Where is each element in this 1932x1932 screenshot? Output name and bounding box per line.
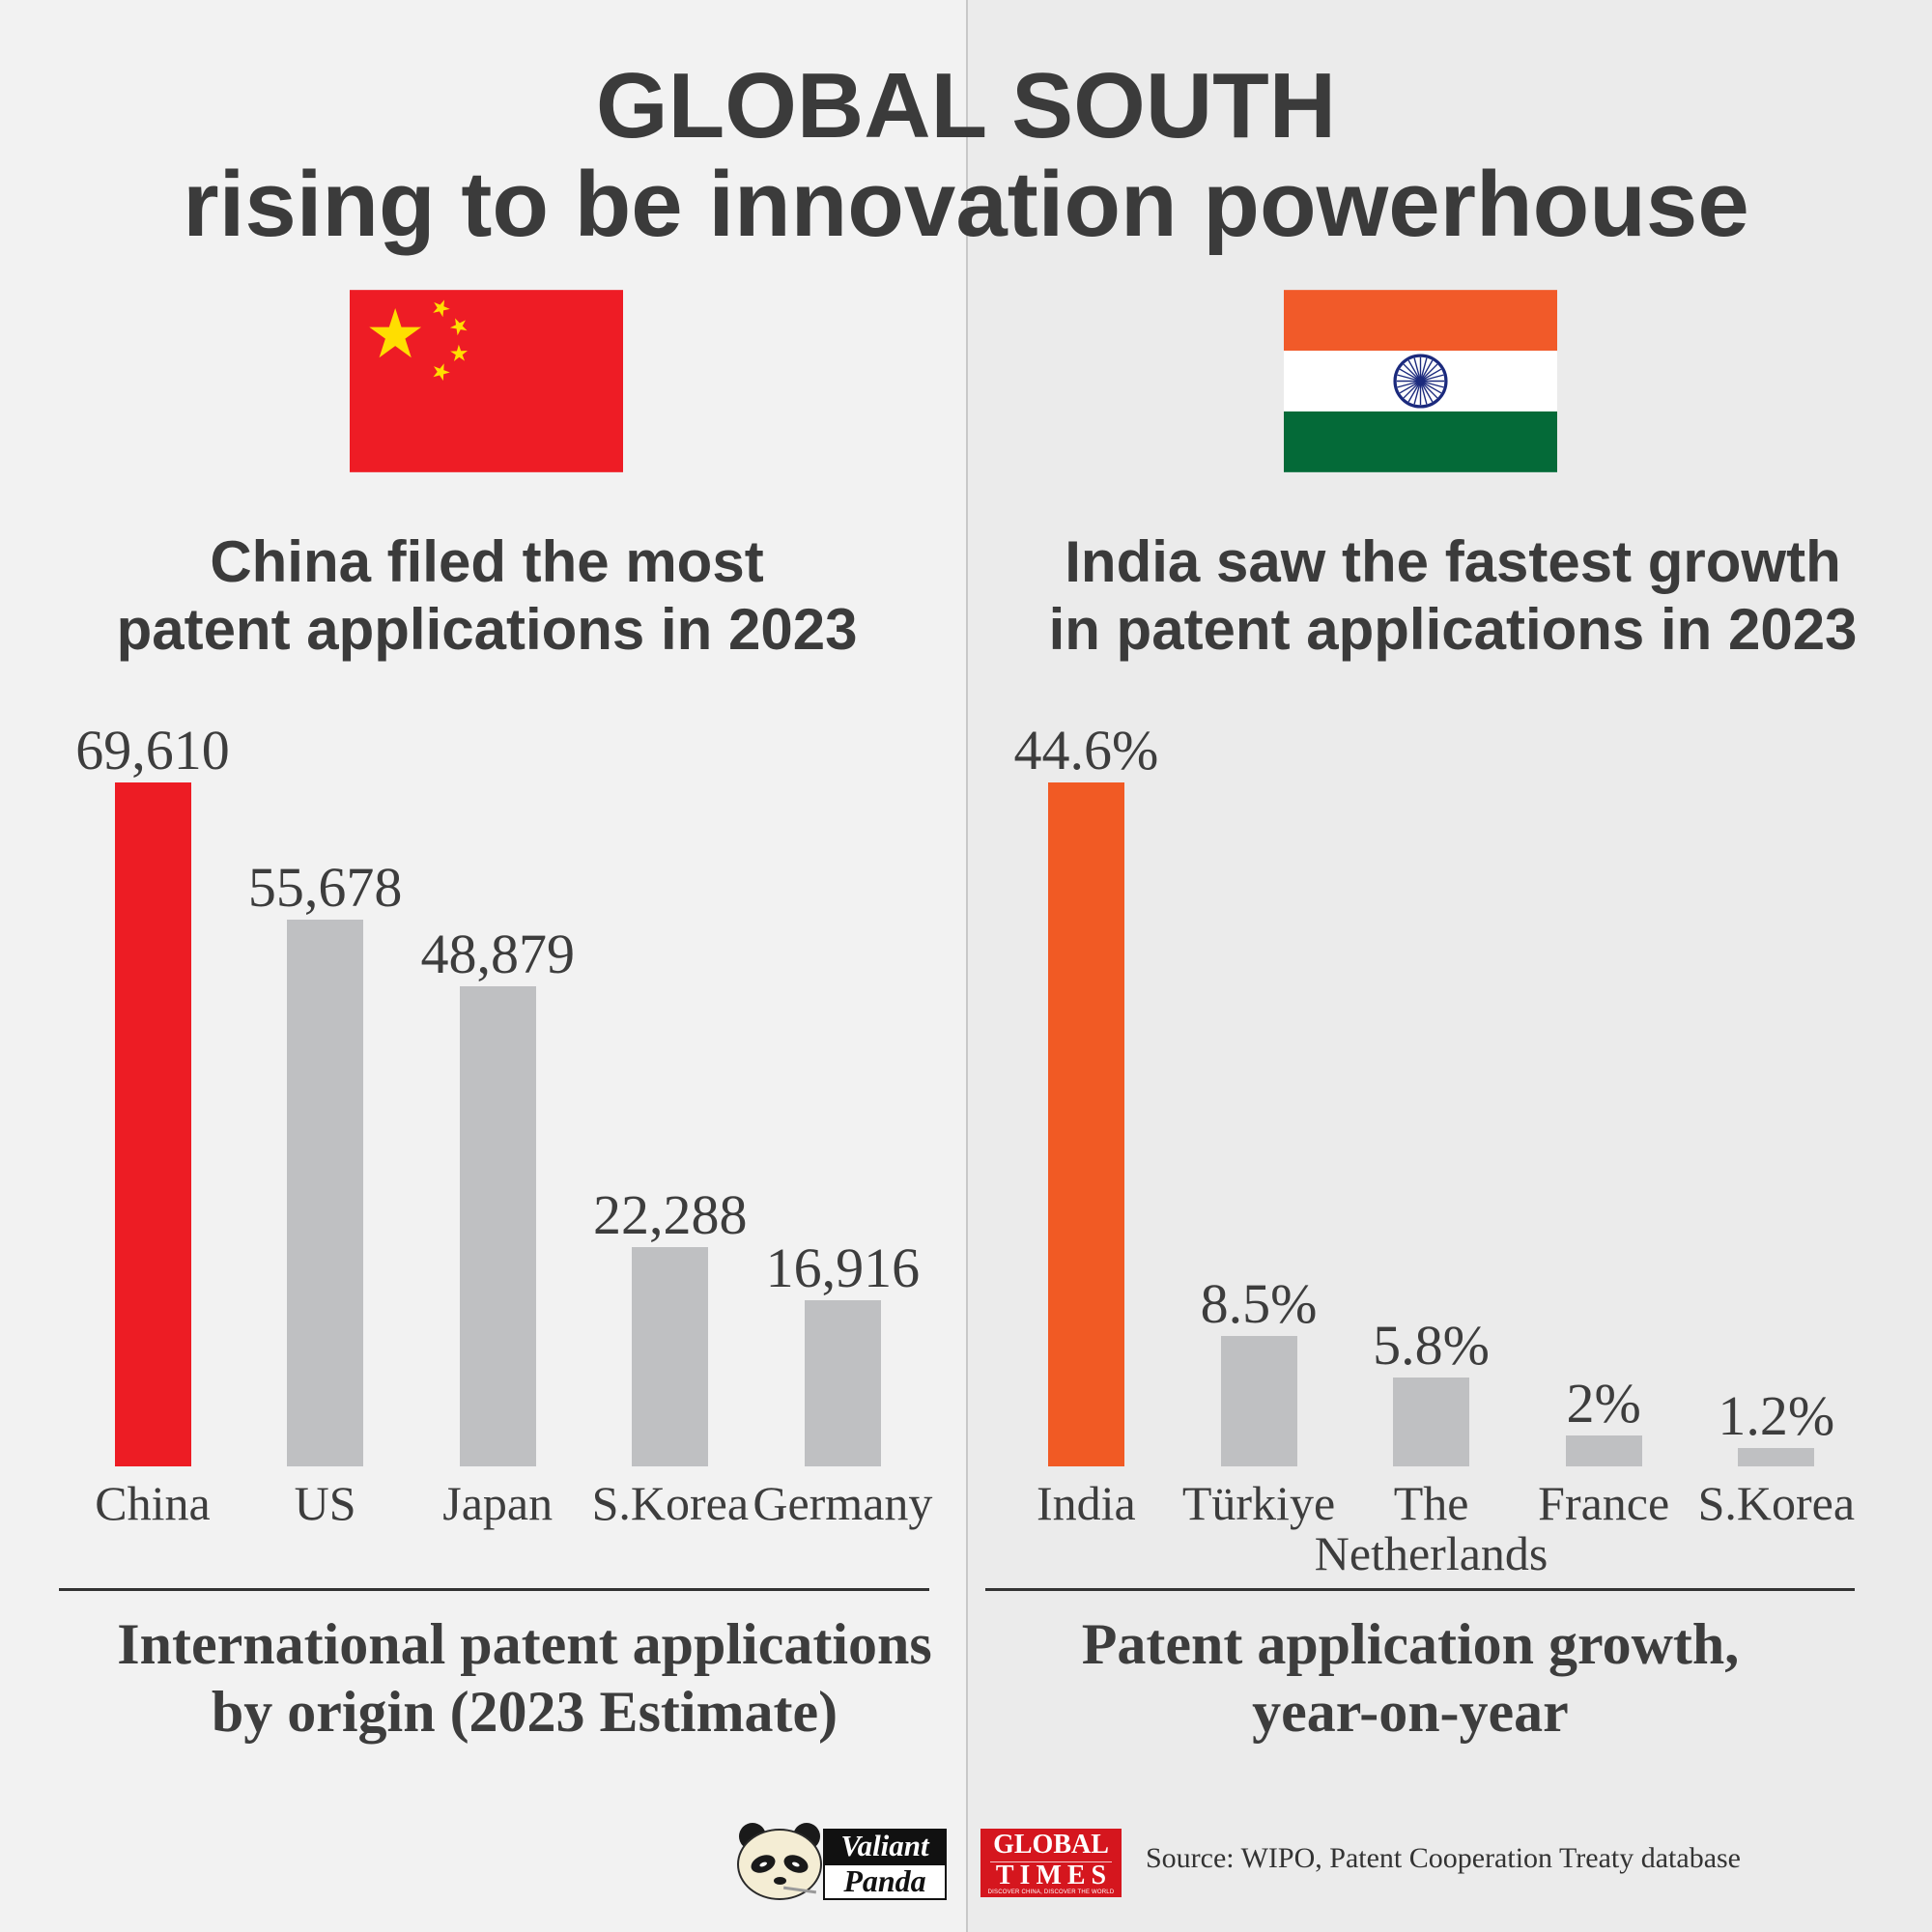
panda-right-eye	[791, 1861, 801, 1868]
growth-category-label-france: France	[1538, 1476, 1670, 1530]
growth-bar-france	[1565, 1435, 1642, 1466]
growth-chart-title-line-1: India saw the fastest growth	[1065, 529, 1841, 594]
growth-chart-caption-line-2: year-on-year	[1252, 1680, 1569, 1744]
growth-chart-caption-line-1: Patent application growth,	[1081, 1612, 1740, 1676]
valiant-panda-logo-line-2: Panda	[823, 1863, 947, 1900]
growth-bar-india	[1047, 782, 1124, 1466]
growth-category-label-the-netherlands: The Netherlands	[1314, 1476, 1548, 1580]
panda-left-eye	[758, 1861, 768, 1868]
growth-category-label-s-korea: S.Korea	[1697, 1476, 1856, 1530]
ashoka-chakra	[1393, 354, 1448, 409]
panel-divider	[966, 0, 968, 1932]
page-title-line-1: GLOBAL SOUTH	[595, 54, 1337, 157]
patents-chart-title-line-2: patent applications in 2023	[116, 597, 858, 662]
patents-chart-rule	[59, 1588, 929, 1591]
valiant-panda-logo-line-1: Valiant	[823, 1829, 947, 1863]
valiant-panda-logo: Valiant Panda	[737, 1821, 950, 1902]
growth-chart-title-line-2: in patent applications in 2023	[1048, 597, 1858, 662]
patents-bar-us	[287, 919, 364, 1466]
patents-value-label-s-korea: 22,288	[593, 1183, 748, 1247]
panda-right-eye-patch	[781, 1851, 811, 1877]
growth-bar-s-korea	[1738, 1447, 1815, 1466]
source-note: Source: WIPO, Patent Cooperation Treaty …	[1146, 1842, 1741, 1874]
china-flag	[350, 290, 623, 472]
growth-category-label-turkiye: Türkiye	[1181, 1476, 1336, 1530]
patents-bar-japan	[459, 985, 536, 1466]
patents-category-label-china: China	[95, 1476, 211, 1530]
patents-value-label-us: 55,678	[247, 855, 403, 919]
growth-value-label-india: 44.6%	[1013, 719, 1159, 781]
patents-bar-germany	[804, 1299, 881, 1466]
patents-bar-s-korea	[632, 1247, 709, 1466]
india-flag	[1284, 290, 1557, 472]
patents-chart-title-line-1: China filed the most	[210, 529, 764, 594]
growth-value-label-s-korea: 1.2%	[1718, 1383, 1835, 1447]
patents-category-label-germany: Germany	[753, 1476, 933, 1530]
global-times-logo: GLOBAL TIMES DISCOVER CHINA, DISCOVER TH…	[980, 1829, 1122, 1897]
chakra-hub	[1415, 376, 1426, 386]
india-flag-saffron-band	[1284, 290, 1557, 352]
patents-chart-caption-line-2: by origin (2023 Estimate)	[211, 1680, 838, 1744]
india-flag-green-band	[1284, 411, 1557, 472]
global-times-logo-line-2: TIMES	[995, 1861, 1113, 1890]
growth-value-label-turkiye: 8.5%	[1200, 1272, 1318, 1336]
patents-value-label-china: 69,610	[75, 719, 230, 781]
growth-value-label-france: 2%	[1566, 1372, 1641, 1435]
patents-category-label-s-korea: S.Korea	[591, 1476, 750, 1530]
growth-bar-turkiye	[1220, 1336, 1297, 1466]
patents-bar-china	[114, 782, 191, 1466]
growth-value-label-the-netherlands: 5.8%	[1373, 1313, 1490, 1377]
patents-value-label-germany: 16,916	[765, 1236, 921, 1299]
growth-bar-the-netherlands	[1393, 1377, 1470, 1466]
page-title-line-2: rising to be innovation powerhouse	[183, 153, 1749, 256]
panda-head-icon	[737, 1829, 822, 1900]
patents-value-label-japan: 48,879	[420, 922, 575, 985]
panda-nose	[774, 1877, 786, 1885]
patents-chart-caption-line-1: International patent applications	[117, 1612, 932, 1676]
patents-category-label-japan: Japan	[442, 1476, 554, 1530]
panda-left-eye-patch	[748, 1851, 779, 1877]
patents-category-label-us: US	[294, 1476, 356, 1530]
growth-category-label-india: India	[1037, 1476, 1136, 1530]
global-times-logo-line-1: GLOBAL	[993, 1830, 1109, 1860]
panda-toothpick	[782, 1886, 817, 1894]
growth-chart-rule	[985, 1588, 1855, 1591]
global-times-logo-separator	[990, 1861, 1112, 1862]
global-times-logo-tagline: DISCOVER CHINA, DISCOVER THE WORLD	[987, 1889, 1115, 1895]
chakra-rim	[1393, 354, 1448, 409]
